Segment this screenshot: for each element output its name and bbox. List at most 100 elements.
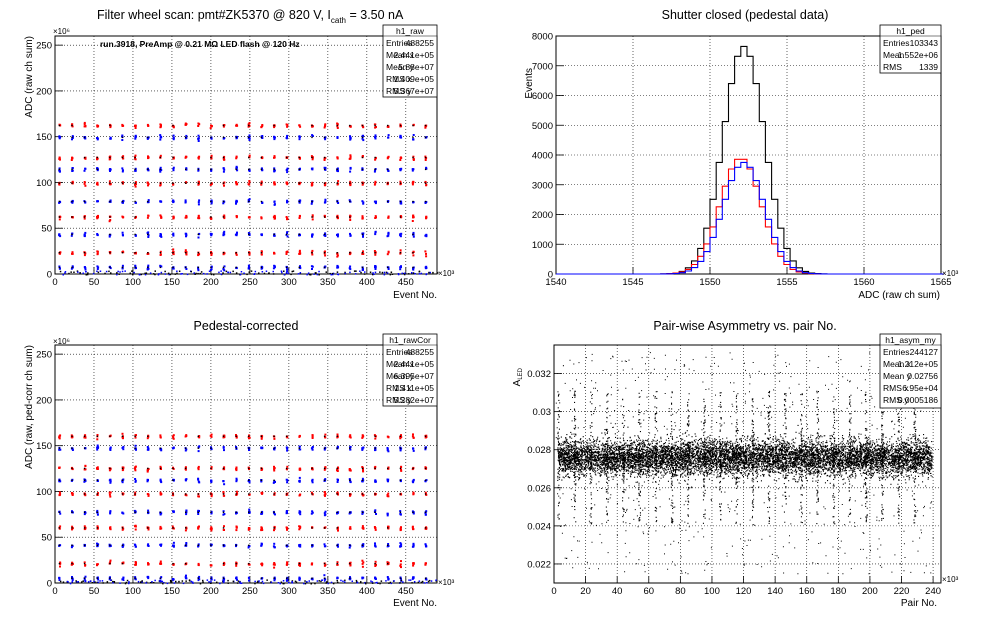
data-point xyxy=(348,267,351,270)
data-point xyxy=(285,579,288,582)
data-point xyxy=(209,232,212,235)
data-point xyxy=(159,138,162,141)
data-point xyxy=(361,124,364,127)
data-point xyxy=(58,562,61,565)
data-point xyxy=(337,493,339,496)
data-point xyxy=(172,252,174,254)
data-point xyxy=(311,468,314,471)
data-point xyxy=(323,233,326,236)
data-point xyxy=(247,183,250,186)
data-point xyxy=(412,214,415,217)
data-point xyxy=(285,526,288,529)
data-point xyxy=(172,233,175,236)
data-point xyxy=(336,447,338,449)
data-point xyxy=(109,577,111,579)
data-point xyxy=(399,563,402,566)
data-point xyxy=(109,467,111,470)
data-point xyxy=(83,181,86,183)
data-point xyxy=(374,253,377,256)
data-point xyxy=(91,582,94,584)
data-point xyxy=(254,582,256,585)
data-point xyxy=(134,216,136,218)
data-point xyxy=(236,231,238,234)
data-point xyxy=(413,581,416,583)
data-point xyxy=(380,580,383,582)
data-point xyxy=(200,271,203,273)
data-point xyxy=(298,577,301,580)
data-point xyxy=(386,253,389,256)
data-point xyxy=(159,214,162,217)
data-point xyxy=(197,183,200,186)
data-point xyxy=(311,563,313,566)
data-point xyxy=(96,200,99,203)
data-point xyxy=(235,561,238,564)
data-point xyxy=(71,167,74,169)
data-point xyxy=(362,470,365,473)
data-point xyxy=(399,249,402,252)
frame-raw xyxy=(54,35,438,275)
data-point xyxy=(361,182,364,184)
data-point xyxy=(430,580,433,582)
data-point xyxy=(116,272,118,274)
x-tick-label: 60 xyxy=(643,586,654,597)
data-point xyxy=(159,543,162,546)
data-point xyxy=(298,136,301,139)
data-point xyxy=(121,544,124,546)
data-point xyxy=(324,184,327,187)
data-point xyxy=(58,494,61,496)
data-point xyxy=(248,579,250,582)
data-point xyxy=(97,581,100,584)
data-point xyxy=(184,216,187,219)
data-point xyxy=(58,435,61,438)
data-point xyxy=(298,182,300,184)
data-point xyxy=(311,493,314,496)
data-point xyxy=(59,580,62,583)
data-point xyxy=(184,479,187,482)
data-point xyxy=(375,582,377,584)
data-point xyxy=(399,510,402,513)
data-point xyxy=(386,514,389,517)
data-point xyxy=(83,478,86,481)
data-point xyxy=(399,134,402,137)
data-point xyxy=(121,134,124,137)
data-point xyxy=(424,156,427,159)
data-point xyxy=(210,467,212,470)
data-point xyxy=(122,124,125,127)
data-point xyxy=(311,168,314,171)
data-point xyxy=(159,579,162,582)
data-point xyxy=(213,273,215,276)
data-point xyxy=(323,126,326,129)
data-point xyxy=(125,581,128,584)
data-point xyxy=(83,525,86,528)
data-point xyxy=(299,468,302,471)
data-point xyxy=(222,267,225,270)
data-point xyxy=(164,270,166,273)
data-point xyxy=(223,483,226,486)
data-point xyxy=(260,435,263,437)
data-point xyxy=(185,268,188,270)
data-point xyxy=(147,511,149,513)
data-point xyxy=(96,493,98,495)
data-point xyxy=(283,582,285,585)
data-point xyxy=(121,432,124,435)
data-point xyxy=(387,466,390,469)
data-point xyxy=(239,273,242,276)
data-point xyxy=(324,166,327,169)
frame-asym xyxy=(553,344,942,584)
data-point xyxy=(424,479,427,481)
data-point xyxy=(172,467,174,470)
data-point xyxy=(159,252,162,254)
data-point xyxy=(109,200,111,203)
data-point xyxy=(412,577,415,580)
data-point xyxy=(248,252,250,254)
data-point xyxy=(134,200,136,203)
data-point xyxy=(336,435,338,437)
data-point xyxy=(311,252,313,254)
y-label-asym: ALED xyxy=(512,367,524,386)
data-point xyxy=(374,449,377,451)
data-point xyxy=(223,525,225,528)
data-point xyxy=(437,272,439,274)
data-point xyxy=(336,271,339,273)
data-point xyxy=(135,183,137,186)
data-point xyxy=(236,582,239,584)
